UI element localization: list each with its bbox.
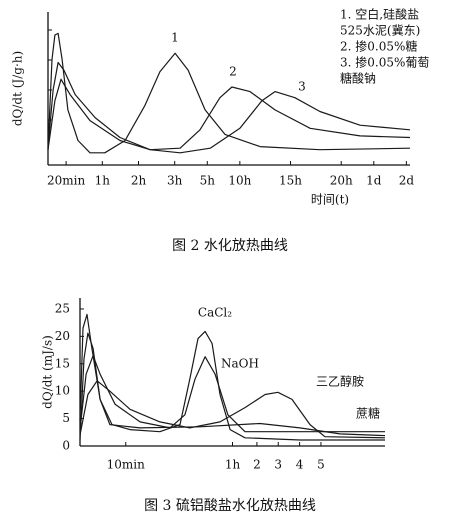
x-tick-label: 3h: [167, 174, 183, 188]
x-tick-label: 3: [274, 458, 282, 472]
note: 糖酸钠: [340, 71, 376, 86]
curve: [47, 61, 411, 151]
curve: [79, 332, 386, 441]
y-tick-label: 20: [55, 329, 70, 343]
curve-label: 2: [229, 65, 237, 79]
curve-label: 三乙醇胺: [316, 374, 364, 389]
curve-label: NaOH: [221, 357, 259, 371]
y-axis-label: dQ/dt (mJ/s): [41, 335, 55, 409]
x-tick-label: 2: [253, 458, 261, 472]
note: 525水泥(冀东): [340, 24, 420, 38]
y-tick-label: 10: [55, 384, 70, 398]
curve: [79, 380, 386, 439]
x-tick-label: 4: [296, 458, 304, 472]
x-tick-label: 1h: [225, 458, 241, 472]
note: 1. 空白,硅酸盐: [340, 7, 419, 22]
curve-label: 蔗糖: [356, 406, 380, 421]
x-tick-label: 10min: [107, 458, 145, 472]
x-tick-label: 20h: [330, 174, 353, 188]
note: 2. 掺0.05%糖: [340, 39, 417, 54]
curve-label: 1: [171, 31, 179, 45]
y-axis-label: dQ/dt (J/g·h): [11, 51, 25, 126]
x-tick-label: 5: [317, 458, 325, 472]
x-tick-label: 10h: [228, 174, 251, 188]
note: 3. 掺0.05%葡萄: [340, 55, 429, 70]
x-tick-label: 2h: [131, 174, 147, 188]
curve: [47, 32, 411, 154]
caption: 图 2 水化放热曲线: [172, 238, 288, 254]
x-tick-label: 2d: [399, 174, 415, 188]
y-tick-label: 0: [62, 439, 70, 453]
y-tick-label: 15: [55, 356, 70, 370]
caption: 图 3 硫铝酸盐水化放热曲线: [144, 498, 316, 514]
curve-label: 3: [298, 80, 306, 94]
curve: [47, 78, 411, 154]
x-tick-label: 1d: [366, 174, 382, 188]
x-tick-label: 15h: [279, 174, 302, 188]
x-axis-label: 时间(t): [311, 193, 349, 207]
y-tick-label: 25: [55, 301, 70, 315]
x-tick-label: 5h: [200, 174, 216, 188]
curve-label: CaCl₂: [198, 306, 232, 320]
y-tick-label: 5: [62, 411, 70, 425]
x-tick-label: 20min: [47, 174, 85, 188]
x-tick-label: 1h: [95, 174, 111, 188]
